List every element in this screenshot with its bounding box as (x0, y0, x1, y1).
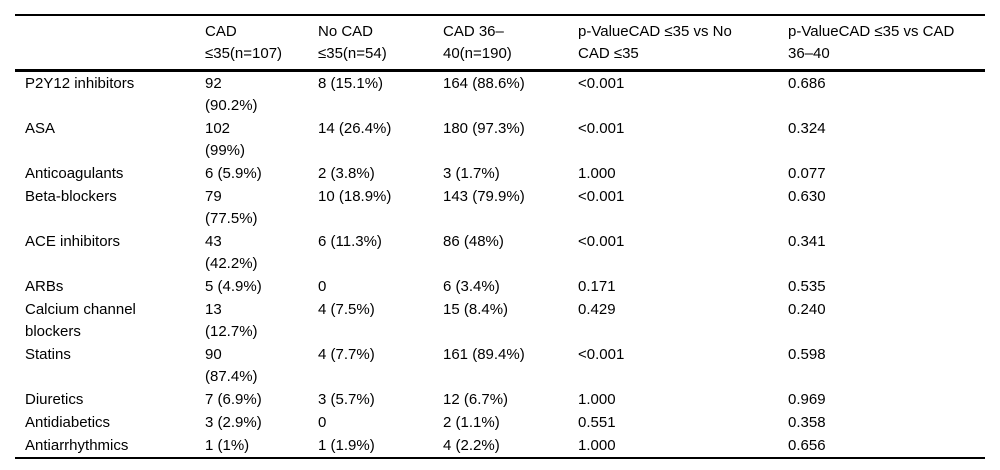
cell: 4 (7.5%) (318, 301, 375, 318)
cell: 6 (11.3%) (318, 233, 382, 250)
row-label: Calcium channel blockers (25, 301, 136, 340)
row-label: ACE inhibitors (25, 233, 121, 250)
cell: 0 (318, 278, 327, 295)
cell: 0.535 (788, 278, 826, 295)
table-header: CAD ≤35(n=107) No CAD ≤35(n=54) CAD 36– … (15, 15, 985, 71)
table-row: P2Y12 inhibitors 92 (90.2%) 8 (15.1%) 16… (15, 71, 985, 118)
table-row: Diuretics 7 (6.9%) 3 (5.7%) 12 (6.7%) 1.… (15, 388, 985, 411)
cell: <0.001 (578, 188, 625, 205)
row-label: Diuretics (25, 391, 84, 408)
cell: 0.077 (788, 165, 826, 182)
cell: 3 (5.7%) (318, 391, 375, 408)
row-label: ASA (25, 120, 56, 137)
cell: 0.686 (788, 75, 826, 92)
table-row: Anticoagulants 6 (5.9%) 2 (3.8%) 3 (1.7%… (15, 162, 985, 185)
cell: 0.341 (788, 233, 826, 250)
column-header-cad-36-40: CAD 36– 40(n=190) (443, 23, 512, 62)
column-header-empty (15, 15, 205, 71)
cell: <0.001 (578, 120, 625, 137)
cell: 5 (4.9%) (205, 278, 262, 295)
table-row: ACE inhibitors 43 (42.2%) 6 (11.3%) 86 (… (15, 230, 985, 275)
row-label: Antidiabetics (25, 414, 111, 431)
cell: 1.000 (578, 437, 616, 454)
cell: 0.358 (788, 414, 826, 431)
cell: 161 (89.4%) (443, 346, 525, 363)
cell: 86 (48%) (443, 233, 504, 250)
cell: 0.429 (578, 301, 616, 318)
cell: 1.000 (578, 165, 616, 182)
cell: 1 (1.9%) (318, 437, 375, 454)
table-row: ARBs 5 (4.9%) 0 6 (3.4%) 0.171 0.535 (15, 275, 985, 298)
row-label: Statins (25, 346, 71, 363)
cell: 13 (12.7%) (205, 301, 258, 340)
cell: 2 (1.1%) (443, 414, 500, 431)
cell: 0.656 (788, 437, 826, 454)
column-header-pvalue-vs-no-cad: p-ValueCAD ≤35 vs No CAD ≤35 (578, 23, 732, 62)
cell: 2 (3.8%) (318, 165, 375, 182)
cell: 1 (1%) (205, 437, 250, 454)
cell: 7 (6.9%) (205, 391, 262, 408)
cell: 0.630 (788, 188, 826, 205)
cell: 3 (2.9%) (205, 414, 262, 431)
cell: 0.171 (578, 278, 616, 295)
cell: 6 (5.9%) (205, 165, 262, 182)
cell: 0.598 (788, 346, 826, 363)
cell: 0.969 (788, 391, 826, 408)
table-body: P2Y12 inhibitors 92 (90.2%) 8 (15.1%) 16… (15, 71, 985, 459)
cell: 8 (15.1%) (318, 75, 384, 92)
cell: 43 (42.2%) (205, 233, 258, 272)
cell: 3 (1.7%) (443, 165, 500, 182)
cell: 79 (77.5%) (205, 188, 258, 227)
cell: 92 (90.2%) (205, 75, 258, 114)
table-row: Beta-blockers 79 (77.5%) 10 (18.9%) 143 … (15, 185, 985, 230)
table-row: Antidiabetics 3 (2.9%) 0 2 (1.1%) 0.551 … (15, 411, 985, 434)
row-label: ARBs (25, 278, 64, 295)
cell: <0.001 (578, 346, 625, 363)
cell: 4 (7.7%) (318, 346, 375, 363)
cell: <0.001 (578, 233, 625, 250)
cell: 0.551 (578, 414, 616, 431)
row-label: Antiarrhythmics (25, 437, 129, 454)
cell: 12 (6.7%) (443, 391, 509, 408)
cell: 143 (79.9%) (443, 188, 525, 205)
cell: 1.000 (578, 391, 616, 408)
cell: 14 (26.4%) (318, 120, 392, 137)
row-label: Anticoagulants (25, 165, 124, 182)
row-label: Beta-blockers (25, 188, 117, 205)
column-header-cad-le35: CAD ≤35(n=107) (205, 23, 283, 62)
medications-table: CAD ≤35(n=107) No CAD ≤35(n=54) CAD 36– … (15, 14, 985, 459)
cell: 180 (97.3%) (443, 120, 525, 137)
table-row: Calcium channel blockers 13 (12.7%) 4 (7… (15, 298, 985, 343)
cell: 15 (8.4%) (443, 301, 509, 318)
cell: 164 (88.6%) (443, 75, 525, 92)
column-header-no-cad-le35: No CAD ≤35(n=54) (318, 23, 387, 62)
cell: 0.240 (788, 301, 826, 318)
table-row: Statins 90 (87.4%) 4 (7.7%) 161 (89.4%) … (15, 343, 985, 388)
header-row: CAD ≤35(n=107) No CAD ≤35(n=54) CAD 36– … (15, 15, 985, 71)
cell: <0.001 (578, 75, 625, 92)
cell: 10 (18.9%) (318, 188, 392, 205)
cell: 4 (2.2%) (443, 437, 500, 454)
cell: 0 (318, 414, 327, 431)
cell: 6 (3.4%) (443, 278, 500, 295)
column-header-pvalue-vs-cad-36-40: p-ValueCAD ≤35 vs CAD 36–40 (788, 23, 955, 62)
row-label: P2Y12 inhibitors (25, 75, 135, 92)
table-row: ASA 102 (99%) 14 (26.4%) 180 (97.3%) <0.… (15, 117, 985, 162)
table-row: Antiarrhythmics 1 (1%) 1 (1.9%) 4 (2.2%)… (15, 434, 985, 458)
cell: 102 (99%) (205, 120, 246, 159)
cell: 0.324 (788, 120, 826, 137)
cell: 90 (87.4%) (205, 346, 258, 385)
